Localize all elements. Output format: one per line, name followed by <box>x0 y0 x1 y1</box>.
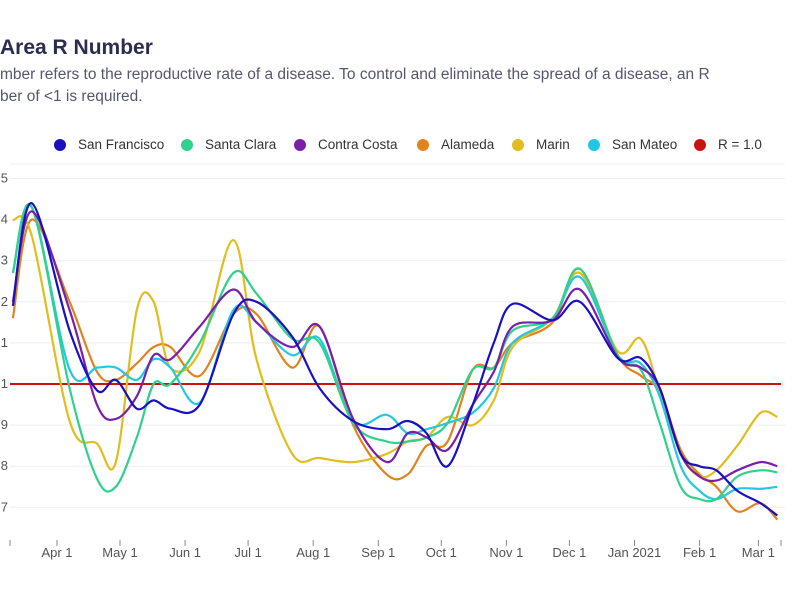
x-tick-label: Jan 2021 <box>608 545 662 560</box>
y-tick-label: 0.7 <box>0 499 8 514</box>
x-tick-label: Feb 1 <box>683 545 716 560</box>
y-tick-label: 0.9 <box>0 417 8 432</box>
series-line-santa-clara <box>11 203 778 503</box>
series-line-marin <box>12 215 778 479</box>
y-tick-label: 1.1 <box>0 335 8 350</box>
legend-item[interactable]: Contra Costa <box>294 137 398 152</box>
x-tick-label: Sep 1 <box>361 545 395 560</box>
y-tick-label: 1 <box>1 376 8 391</box>
chart-description-line-1: mber refers to the reproductive rate of … <box>0 66 710 83</box>
y-tick-label: 1.3 <box>0 253 8 268</box>
chart-description-line-2: ber of <1 is required. <box>0 88 143 105</box>
legend-label: San Mateo <box>612 137 678 152</box>
y-tick-label: 1.5 <box>0 171 8 186</box>
x-tick-label: Jun 1 <box>169 545 201 560</box>
x-tick-label: Oct 1 <box>426 545 457 560</box>
legend-label: Marin <box>536 137 570 152</box>
legend-label: Alameda <box>441 137 495 152</box>
chart-title: Area R Number <box>0 36 153 59</box>
legend-item[interactable]: Santa Clara <box>181 137 276 152</box>
y-tick-label: 1.4 <box>0 212 8 227</box>
legend-dot-icon <box>512 138 524 151</box>
x-tick-label: Mar 1 <box>742 545 775 560</box>
legend-item[interactable]: Alameda <box>417 137 494 152</box>
legend-item[interactable]: R = 1.0 <box>694 137 762 152</box>
legend-label: San Francisco <box>78 137 165 152</box>
y-tick-label: 0.8 <box>0 458 8 473</box>
legend-label: R = 1.0 <box>718 137 762 152</box>
legend-item[interactable]: Marin <box>512 137 570 152</box>
legend-dot-icon <box>294 138 306 151</box>
x-tick-label: May 1 <box>102 545 137 560</box>
x-tick-label: Apr 1 <box>41 545 72 560</box>
legend-dot-icon <box>588 138 600 151</box>
x-tick-label: Aug 1 <box>296 545 330 560</box>
x-tick-label: Dec 1 <box>552 545 586 560</box>
x-tick-label: Nov 1 <box>489 545 523 560</box>
legend-dot-icon <box>694 138 706 151</box>
legend-item[interactable]: San Francisco <box>54 137 164 152</box>
legend-label: Contra Costa <box>318 137 398 152</box>
series-line-contra-costa <box>11 210 778 483</box>
series-line-san-francisco <box>11 202 778 517</box>
legend-dot-icon <box>54 138 66 151</box>
legend-item[interactable]: San Mateo <box>588 137 677 152</box>
legend-dot-icon <box>417 138 429 151</box>
legend-dot-icon <box>181 138 193 151</box>
legend-label: Santa Clara <box>205 137 277 152</box>
x-tick-label: Jul 1 <box>234 545 261 560</box>
y-tick-label: 1.2 <box>0 294 8 309</box>
